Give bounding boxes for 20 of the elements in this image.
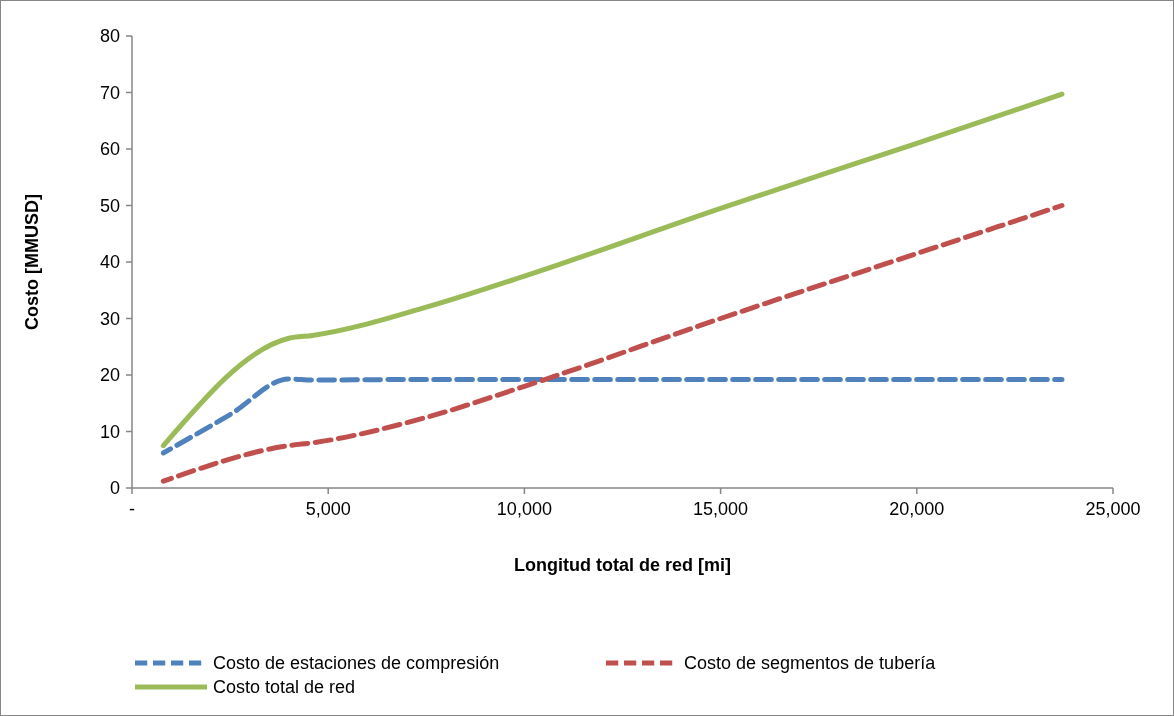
y-axis-title: Costo [MMUSD]	[22, 194, 42, 330]
legend-label: Costo total de red	[213, 677, 356, 698]
x-tick-label: 20,000	[889, 499, 945, 519]
x-tick-label: 25,000	[1085, 499, 1141, 519]
x-tick-label: 5,000	[305, 499, 351, 519]
x-axis-title: Longitud total de red [mi]	[514, 555, 731, 575]
y-tick-label: 40	[99, 252, 120, 273]
y-tick-label: 0	[109, 478, 120, 499]
x-tick-label: -	[129, 499, 135, 519]
y-tick-label: 50	[99, 195, 120, 216]
y-tick-label: 10	[99, 421, 120, 442]
legend-label: Costo de estaciones de compresión	[213, 653, 500, 674]
y-tick-label: 80	[99, 26, 120, 47]
y-tick-label: 20	[99, 365, 120, 386]
y-tick-label: 60	[99, 139, 120, 160]
x-tick-label: 15,000	[693, 499, 749, 519]
x-tick-label: 10,000	[496, 499, 552, 519]
y-tick-label: 70	[99, 82, 120, 103]
y-tick-label: 30	[99, 308, 120, 329]
legend-label: Costo de segmentos de tubería	[684, 653, 937, 674]
